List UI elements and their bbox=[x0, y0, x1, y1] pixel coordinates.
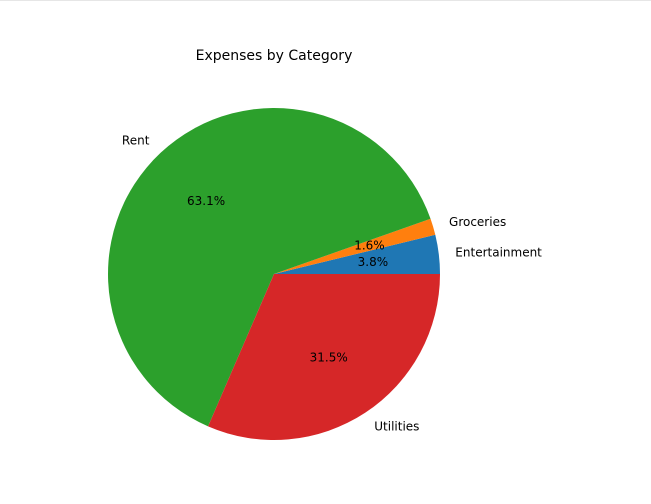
pie-pct-label-utilities: 31.5% bbox=[310, 350, 348, 364]
pie-category-label-entertainment: Entertainment bbox=[455, 245, 542, 259]
pie-pct-label-rent: 63.1% bbox=[187, 194, 225, 208]
pie-category-label-utilities: Utilities bbox=[374, 420, 419, 434]
pie-slice-utilities bbox=[208, 274, 441, 441]
pie-labels: 3.8% Entertainment 1.6% Groceries 63.1% Rent 3… bbox=[122, 134, 542, 434]
top-divider bbox=[0, 0, 651, 1]
pie-category-label-groceries: Groceries bbox=[449, 215, 506, 229]
pie-pct-label-entertainment: 3.8% bbox=[358, 255, 389, 269]
pie-slices bbox=[108, 108, 441, 441]
pie-slice-groceries bbox=[274, 218, 436, 274]
pie-slice-entertainment bbox=[274, 234, 440, 274]
chart-title: Expenses by Category bbox=[196, 48, 353, 64]
pie-pct-label-groceries: 1.6% bbox=[354, 239, 385, 253]
pie-category-label-rent: Rent bbox=[122, 134, 150, 148]
pie-slice-rent bbox=[108, 108, 431, 427]
